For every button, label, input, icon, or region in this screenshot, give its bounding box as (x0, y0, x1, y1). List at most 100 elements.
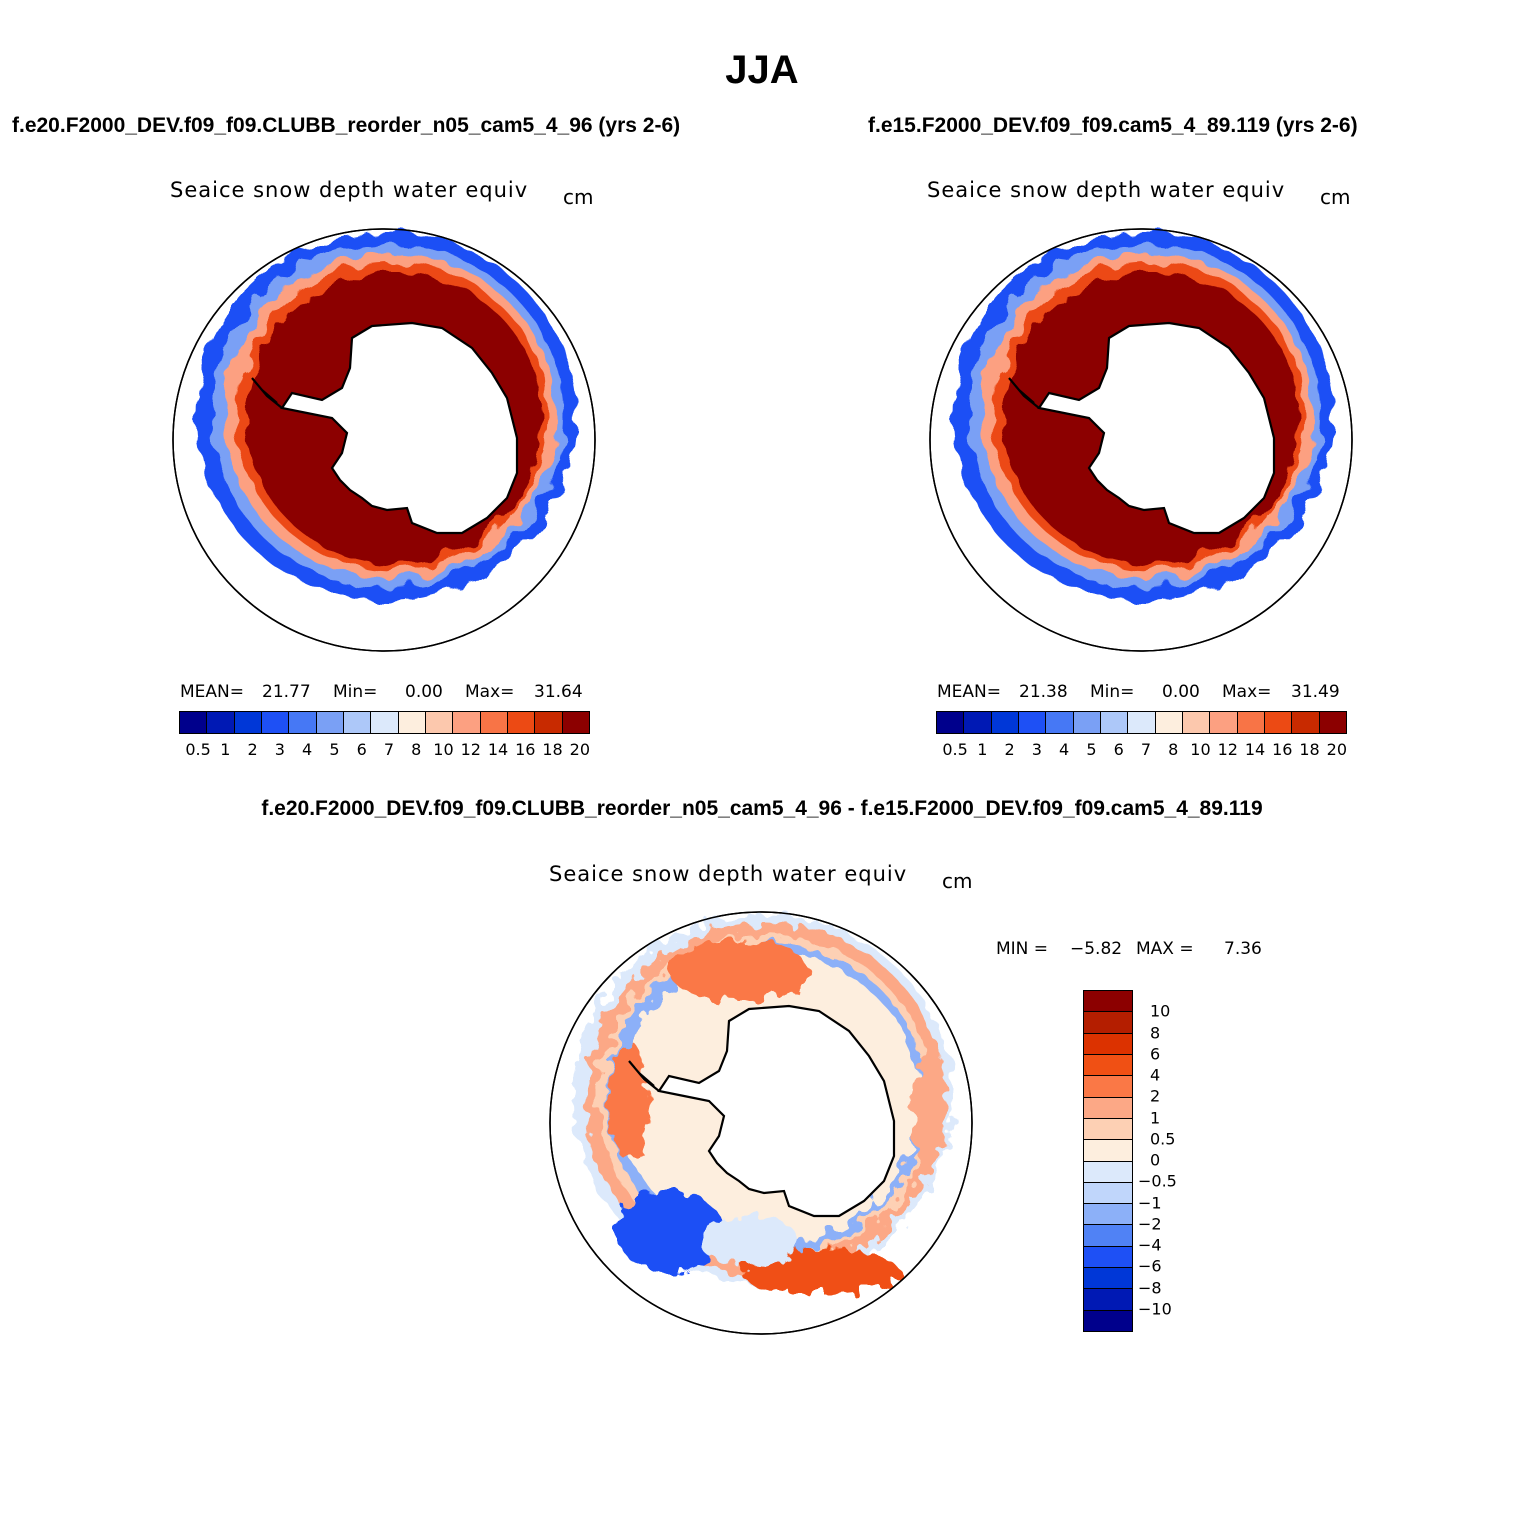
diff-colorbar-tick-label: −4 (1138, 1235, 1162, 1255)
diff-colorbar-tick-label: 1 (1150, 1108, 1161, 1127)
left-case-title: f.e20.F2000_DEV.f09_f09.CLUBB_reorder_n0… (12, 114, 681, 137)
diff-colorbar-tick-label: 4 (1150, 1065, 1161, 1085)
diff-colorbar-swatch (1084, 1225, 1132, 1247)
diff-colorbar-ticks: 10 8 6 4 2 1 0.5 0 −0.5 −1 −2 −4 −6 −8 −10 (1138, 990, 1200, 1330)
left-mean-label: MEAN= (180, 682, 244, 702)
right-mean-value: 21.38 (1019, 682, 1068, 702)
left-colorbar-swatch (398, 712, 426, 733)
right-colorbar-tick-label: 12 (1217, 740, 1238, 759)
right-colorbar-swatch (1018, 712, 1047, 733)
right-colorbar-tick-label: 16 (1272, 740, 1293, 759)
left-colorbar-swatch (371, 712, 399, 733)
diff-colorbar-tick-label: −0.5 (1138, 1171, 1177, 1191)
diff-colorbar-tick-label: 0.5 (1150, 1129, 1176, 1149)
right-colorbar-tick-label: 2 (1004, 740, 1015, 759)
diff-colorbar-swatch (1084, 1097, 1132, 1119)
diff-polar-map (549, 911, 973, 1335)
diff-colorbar-tick-label: −8 (1138, 1278, 1162, 1297)
diff-colorbar-tick-label: 2 (1150, 1086, 1161, 1106)
right-colorbar-swatch (1319, 712, 1346, 733)
left-stats: MEAN= 21.77 Min= 0.00 Max= 31.64 (180, 682, 600, 702)
right-colorbar-tick-label: 3 (1031, 740, 1042, 759)
left-colorbar-swatch (180, 712, 208, 733)
diff-colorbar-swatch (1084, 1182, 1132, 1205)
left-colorbar-swatch (480, 712, 508, 733)
right-mean-label: MEAN= (937, 682, 1001, 702)
right-colorbar (936, 711, 1347, 734)
diff-colorbar (1083, 990, 1133, 1332)
right-colorbar-tick-label: 10 (1190, 740, 1211, 759)
left-colorbar-swatch (207, 712, 235, 733)
left-colorbar-swatch (562, 712, 589, 733)
left-min-value: 0.00 (405, 682, 443, 702)
right-colorbar-swatch (964, 712, 992, 733)
left-colorbar-ticks: 0.5 1 2 3 4 5 6 7 8 10 12 14 16 18 20 (179, 740, 590, 760)
left-colorbar-tick-label: 14 (487, 740, 509, 759)
right-colorbar-tick-label: 6 (1113, 740, 1124, 759)
left-colorbar-tick-label: 6 (356, 740, 367, 759)
right-colorbar-swatch (1128, 712, 1156, 733)
left-colorbar-swatch (425, 712, 454, 733)
left-colorbar-tick-label: 3 (274, 740, 285, 759)
diff-colorbar-swatch (1084, 1204, 1132, 1226)
right-colorbar-tick-label: 8 (1168, 740, 1179, 759)
right-min-value: 0.00 (1162, 682, 1200, 702)
diff-colorbar-swatch (1084, 1118, 1132, 1141)
left-units-label: cm (563, 185, 594, 209)
right-colorbar-tick-label: 18 (1299, 740, 1320, 759)
diff-colorbar-swatch (1084, 1033, 1132, 1055)
right-case-title: f.e15.F2000_DEV.f09_f09.cam5_4_89.119 (y… (868, 114, 1358, 137)
diff-max-value: 7.36 (1224, 939, 1262, 959)
left-colorbar-tick-label: 1 (220, 740, 231, 759)
right-colorbar-swatch (1210, 712, 1238, 733)
diff-colorbar-swatch (1084, 1012, 1132, 1034)
left-variable-label: Seaice snow depth water equiv (170, 178, 529, 202)
diff-colorbar-swatch (1084, 1310, 1132, 1331)
right-variable-label: Seaice snow depth water equiv (927, 178, 1286, 202)
right-min-label: Min= (1090, 682, 1135, 702)
left-colorbar-tick-label: 7 (383, 740, 395, 759)
left-colorbar (179, 711, 590, 734)
diff-colorbar-swatch (1084, 1161, 1132, 1183)
left-max-label: Max= (465, 682, 515, 702)
diff-colorbar-tick-label: −6 (1138, 1256, 1162, 1276)
right-colorbar-swatch (1073, 712, 1101, 733)
diff-min-label: MIN = (996, 939, 1049, 959)
diff-case-title: f.e20.F2000_DEV.f09_f09.CLUBB_reorder_n0… (261, 797, 1263, 820)
right-colorbar-swatch (1046, 712, 1074, 733)
right-colorbar-swatch (1155, 712, 1183, 733)
left-colorbar-swatch (316, 712, 344, 733)
left-colorbar-tick-label: 16 (515, 740, 536, 759)
right-colorbar-tick-label: 20 (1326, 740, 1347, 759)
right-colorbar-swatch (1100, 712, 1129, 733)
left-colorbar-swatch (507, 712, 536, 733)
right-max-value: 31.49 (1291, 682, 1340, 702)
right-colorbar-swatch (1182, 712, 1211, 733)
diff-colorbar-tick-label: 10 (1150, 1001, 1171, 1021)
right-units-label: cm (1320, 185, 1351, 209)
left-colorbar-tick-label: 8 (411, 740, 422, 759)
diff-colorbar-swatch (1084, 1289, 1132, 1311)
right-colorbar-tick-label: 1 (977, 740, 988, 759)
left-colorbar-tick-label: 20 (569, 740, 590, 759)
diff-max-label: MAX = (1136, 939, 1194, 959)
left-min-label: Min= (333, 682, 378, 702)
diff-colorbar-tick-label: 8 (1150, 1023, 1161, 1042)
right-colorbar-tick-label: 4 (1059, 740, 1070, 759)
diff-colorbar-swatch (1084, 1246, 1132, 1269)
figure-title: JJA (725, 48, 799, 92)
diff-colorbar-swatch (1084, 1268, 1132, 1290)
right-colorbar-tick-label: 0.5 (942, 740, 968, 759)
right-colorbar-tick-label: 14 (1244, 740, 1266, 759)
left-colorbar-swatch (453, 712, 481, 733)
right-colorbar-swatch (1292, 712, 1320, 733)
left-colorbar-tick-label: 18 (542, 740, 563, 759)
right-colorbar-swatch (1237, 712, 1265, 733)
right-colorbar-ticks: 0.5 1 2 3 4 5 6 7 8 10 12 14 16 18 20 (936, 740, 1347, 760)
diff-colorbar-tick-label: 6 (1150, 1044, 1161, 1064)
diff-units-label: cm (942, 869, 973, 893)
diff-stats: MIN = −5.82 MAX = 7.36 (996, 939, 1276, 959)
diff-min-value: −5.82 (1070, 939, 1123, 959)
diff-colorbar-tick-label: −2 (1138, 1214, 1162, 1234)
left-polar-map (172, 228, 596, 652)
